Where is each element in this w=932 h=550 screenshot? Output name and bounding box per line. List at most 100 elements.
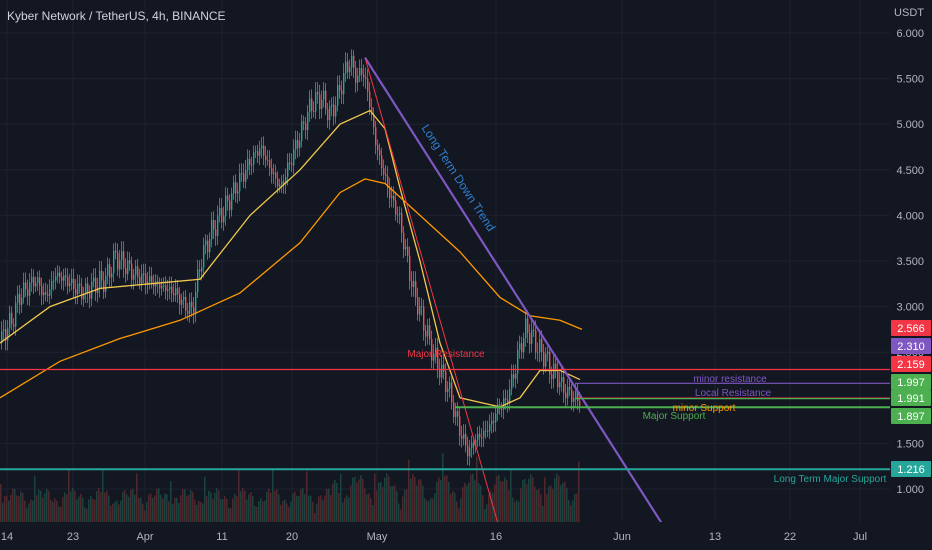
- volume-bar: [416, 485, 418, 522]
- candle-body: [351, 55, 353, 68]
- y-tick-label: 4.500: [896, 165, 924, 177]
- candle-body: [313, 110, 315, 112]
- volume-bar: [152, 498, 154, 522]
- volume-bar: [188, 494, 190, 522]
- candle-body: [175, 288, 177, 296]
- volume-bar: [452, 491, 454, 522]
- candle-body: [547, 351, 549, 354]
- candle-body: [333, 104, 335, 117]
- price-tag-label: 2.159: [897, 359, 925, 371]
- volume-bar: [94, 499, 96, 522]
- volume-bar: [552, 488, 554, 522]
- candle-body: [439, 368, 441, 378]
- candle-body: [353, 55, 355, 68]
- candle-body: [273, 172, 275, 174]
- volume-bar: [496, 476, 498, 522]
- volume-bar: [112, 503, 114, 522]
- candle-body: [335, 105, 337, 117]
- volume-bar: [196, 504, 198, 522]
- volume-bar: [308, 495, 310, 522]
- candle-body: [289, 162, 291, 164]
- candle-body: [101, 270, 103, 281]
- price-tag-label: 2.310: [897, 341, 925, 353]
- volume-bar: [270, 492, 272, 522]
- volume-bar: [300, 489, 302, 522]
- volume-bar: [156, 488, 158, 522]
- volume-bar: [246, 499, 248, 522]
- candle-body: [345, 61, 347, 74]
- candle-body: [369, 91, 371, 108]
- candle-body: [295, 140, 297, 150]
- price-tag: [891, 390, 931, 406]
- volume-bar: [516, 500, 518, 522]
- x-tick-label: 20: [286, 531, 298, 543]
- candle-body: [533, 329, 535, 331]
- candle-body: [1, 331, 3, 344]
- volume-bar: [520, 488, 522, 522]
- volume-bar: [216, 488, 218, 522]
- volume-bar: [174, 497, 176, 522]
- volume-bar: [466, 485, 468, 522]
- volume-bar: [472, 473, 474, 522]
- volume-bar: [514, 501, 516, 522]
- volume-bar: [448, 481, 450, 522]
- candle-body: [235, 182, 237, 194]
- candle-body: [531, 329, 533, 344]
- volume-bar: [258, 501, 260, 522]
- candle-body: [339, 85, 341, 91]
- volume-bar: [444, 475, 446, 522]
- volume-bar: [172, 504, 174, 522]
- volume-bar: [124, 489, 126, 522]
- line-label: minor resistance: [693, 374, 767, 385]
- volume-bar: [238, 470, 240, 522]
- volume-bar: [220, 499, 222, 522]
- volume-bar: [536, 490, 538, 522]
- price-axis: [890, 0, 932, 550]
- volume-bar: [24, 500, 26, 522]
- volume-bar: [482, 495, 484, 522]
- volume-bar: [326, 488, 328, 522]
- volume-bar: [128, 496, 130, 522]
- candle-body: [361, 68, 363, 75]
- candle-body: [41, 285, 43, 296]
- volume-bar: [28, 503, 30, 522]
- price-tag: [891, 374, 931, 390]
- volume-bar: [136, 473, 138, 522]
- volume-bar: [48, 491, 50, 522]
- volume-bar: [268, 488, 270, 522]
- volume-bar: [528, 478, 530, 522]
- volume-bar: [190, 490, 192, 522]
- volume-bar: [66, 494, 68, 522]
- volume-bar: [542, 505, 544, 522]
- volume-bar: [118, 504, 120, 522]
- volume-bar: [200, 502, 202, 522]
- volume-bar: [16, 495, 18, 522]
- y-tick-label: 1.000: [896, 484, 924, 496]
- candle-body: [501, 409, 503, 411]
- price-tag: [891, 356, 931, 372]
- volume-bar: [256, 506, 258, 522]
- candle-body: [57, 272, 59, 277]
- candle-body: [25, 282, 27, 290]
- volume-bar: [374, 473, 376, 522]
- candle-body: [287, 162, 289, 177]
- volume-bar: [228, 507, 230, 522]
- volume-bar: [512, 497, 514, 522]
- volume-bar: [474, 480, 476, 522]
- candle-body: [383, 168, 385, 175]
- volume-bar: [250, 492, 252, 522]
- volume-bar: [164, 493, 166, 522]
- volume-bar: [74, 490, 76, 522]
- candle-body: [341, 90, 343, 95]
- candle-body: [497, 404, 499, 414]
- candle-body: [485, 430, 487, 432]
- candle-body: [483, 430, 485, 438]
- volume-bar: [154, 495, 156, 522]
- y-tick-label: 6.000: [896, 28, 924, 40]
- volume-bar: [432, 498, 434, 522]
- candle-body: [427, 325, 429, 337]
- candle-body: [173, 293, 175, 296]
- candle-body: [525, 318, 527, 339]
